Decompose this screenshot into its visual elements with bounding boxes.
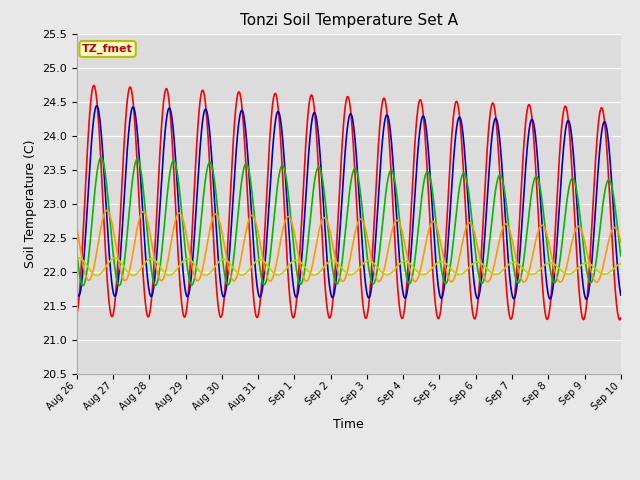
Line: 4cm: 4cm xyxy=(77,106,621,299)
2cm xyxy=(305,101,313,107)
16cm xyxy=(168,238,175,244)
8cm xyxy=(617,253,625,259)
4cm xyxy=(617,292,625,298)
16cm xyxy=(103,207,111,213)
X-axis label: Time: Time xyxy=(333,418,364,431)
8cm xyxy=(548,275,556,281)
16cm xyxy=(73,225,81,231)
4cm xyxy=(282,177,289,182)
Y-axis label: Soil Temperature (C): Soil Temperature (C) xyxy=(24,140,36,268)
8cm xyxy=(79,283,87,288)
8cm xyxy=(305,226,313,231)
4cm xyxy=(582,296,590,302)
Line: 2cm: 2cm xyxy=(77,85,621,320)
Title: Tonzi Soil Temperature Set A: Tonzi Soil Temperature Set A xyxy=(240,13,458,28)
2cm xyxy=(607,204,614,210)
4cm xyxy=(305,144,313,150)
4cm xyxy=(548,293,556,299)
Text: TZ_fmet: TZ_fmet xyxy=(82,44,133,54)
32cm xyxy=(75,255,83,261)
16cm xyxy=(282,217,289,223)
32cm xyxy=(168,272,175,277)
Line: 8cm: 8cm xyxy=(77,157,621,286)
32cm xyxy=(548,260,556,266)
32cm xyxy=(73,255,81,261)
4cm xyxy=(135,151,143,157)
16cm xyxy=(305,275,313,280)
8cm xyxy=(73,249,81,255)
16cm xyxy=(617,239,625,245)
8cm xyxy=(282,172,290,178)
2cm xyxy=(168,125,175,131)
2cm xyxy=(73,312,81,317)
32cm xyxy=(135,268,143,274)
2cm xyxy=(617,315,625,321)
16cm xyxy=(607,231,614,237)
32cm xyxy=(607,269,614,275)
16cm xyxy=(593,279,600,285)
Line: 16cm: 16cm xyxy=(77,210,621,282)
4cm xyxy=(93,103,100,108)
32cm xyxy=(282,266,290,272)
8cm xyxy=(97,155,105,160)
8cm xyxy=(135,159,143,165)
32cm xyxy=(93,273,100,278)
Legend: 2cm, 4cm, 8cm, 16cm, 32cm: 2cm, 4cm, 8cm, 16cm, 32cm xyxy=(147,476,551,480)
2cm xyxy=(135,196,143,202)
16cm xyxy=(548,253,556,259)
2cm xyxy=(90,83,98,88)
4cm xyxy=(73,288,81,294)
32cm xyxy=(305,269,313,275)
Line: 32cm: 32cm xyxy=(77,258,621,276)
4cm xyxy=(168,111,175,117)
4cm xyxy=(607,163,614,168)
8cm xyxy=(607,179,614,185)
32cm xyxy=(617,261,625,266)
16cm xyxy=(135,217,143,223)
8cm xyxy=(168,162,175,168)
2cm xyxy=(282,228,289,234)
2cm xyxy=(548,286,556,291)
2cm xyxy=(616,317,623,323)
